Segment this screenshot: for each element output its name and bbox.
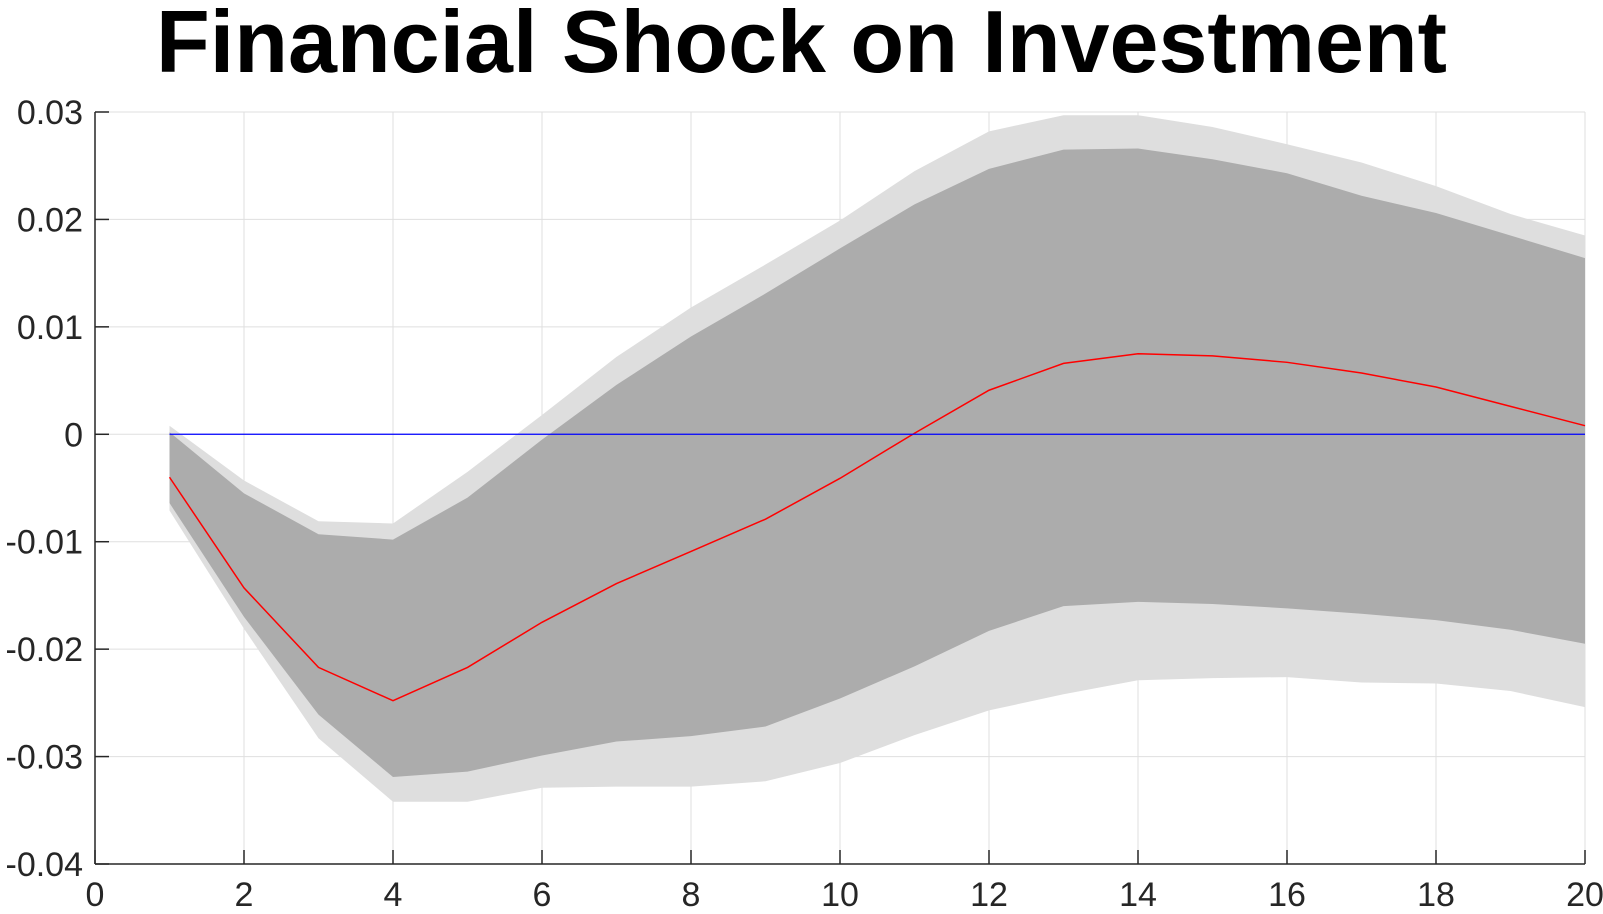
x-tick-label: 6 xyxy=(533,876,552,914)
y-tick-label: 0.01 xyxy=(17,309,83,347)
chart-title: Financial Shock on Investment xyxy=(156,0,1447,91)
x-tick-label: 4 xyxy=(384,876,403,914)
y-tick-label: 0.02 xyxy=(17,201,83,239)
x-tick-label: 12 xyxy=(970,876,1008,914)
x-tick-label: 16 xyxy=(1268,876,1306,914)
y-tick-label: -0.01 xyxy=(6,524,84,562)
x-tick-label: 20 xyxy=(1566,876,1603,914)
x-tick-label: 14 xyxy=(1119,876,1157,914)
x-tick-label: 0 xyxy=(86,876,105,914)
band-layer xyxy=(169,115,1585,802)
confidence-band-1 xyxy=(169,148,1585,777)
tick-label-layer: 0 2 4 6 8 10 12 14 16 18 20 -0.04 -0.03 -0.02 -0.01 0 0.… xyxy=(6,94,1603,914)
x-tick-label: 8 xyxy=(682,876,701,914)
impulse-response-line xyxy=(168,352,1586,702)
axis-layer xyxy=(94,111,1586,865)
line-layer xyxy=(168,352,1586,702)
x-tick-label: 10 xyxy=(821,876,859,914)
y-tick-label: -0.04 xyxy=(6,846,84,884)
y-tick-label: -0.03 xyxy=(6,739,84,777)
y-tick-label: 0 xyxy=(64,416,83,454)
y-tick-label: -0.02 xyxy=(6,631,84,669)
x-tick-label: 18 xyxy=(1417,876,1455,914)
x-tick-label: 2 xyxy=(235,876,254,914)
y-tick-label: 0.03 xyxy=(17,94,83,132)
